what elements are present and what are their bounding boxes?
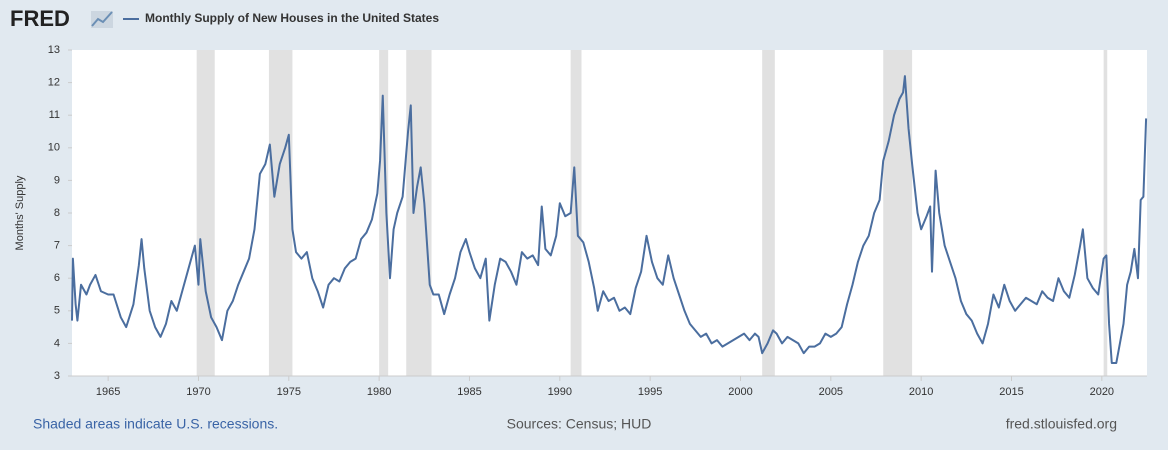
footnote[interactable]: Shaded areas indicate U.S. recessions.: [33, 416, 278, 432]
plot-area: [72, 50, 1147, 376]
y-tick-label: 13: [48, 44, 60, 56]
x-tick-label: 1965: [96, 386, 120, 398]
y-tick-label: 7: [54, 240, 60, 252]
y-tick-label: 3: [54, 370, 60, 382]
site-link[interactable]: fred.stlouisfed.org: [1006, 416, 1117, 432]
x-tick-label: 1975: [277, 386, 301, 398]
y-tick-label: 8: [54, 207, 60, 219]
x-tick-label: 1995: [638, 386, 662, 398]
y-tick-label: 6: [54, 272, 60, 284]
recession-band: [268, 50, 293, 376]
logo: FRED: [10, 6, 70, 31]
series-line: [71, 75, 1148, 364]
y-tick-label: 4: [54, 337, 60, 349]
recession-band: [196, 50, 215, 376]
x-tick-label: 1970: [186, 386, 210, 398]
y-tick-label: 11: [49, 109, 60, 121]
x-tick-label: 2015: [999, 386, 1023, 398]
x-tick-label: 2020: [1090, 386, 1114, 398]
legend-label: Monthly Supply of New Houses in the Unit…: [145, 11, 439, 25]
x-tick-label: 1985: [457, 386, 481, 398]
source: Sources: Census; HUD: [507, 416, 652, 432]
y-axis-label: Months' Supply: [14, 175, 26, 250]
y-tick-label: 5: [54, 305, 60, 317]
x-tick-label: 2000: [728, 386, 752, 398]
x-tick-label: 1990: [548, 386, 572, 398]
y-tick-label: 10: [48, 142, 60, 154]
x-tick-label: 1980: [367, 386, 391, 398]
y-tick-label: 12: [48, 77, 60, 89]
recession-band: [406, 50, 432, 376]
x-tick-label: 2005: [819, 386, 843, 398]
recession-band: [762, 50, 775, 376]
recession-band: [1103, 50, 1108, 376]
recession-band: [379, 50, 389, 376]
x-tick-label: 2010: [909, 386, 933, 398]
recession-band: [883, 50, 913, 376]
y-tick-label: 9: [54, 174, 60, 186]
logo-icon: [91, 11, 113, 28]
